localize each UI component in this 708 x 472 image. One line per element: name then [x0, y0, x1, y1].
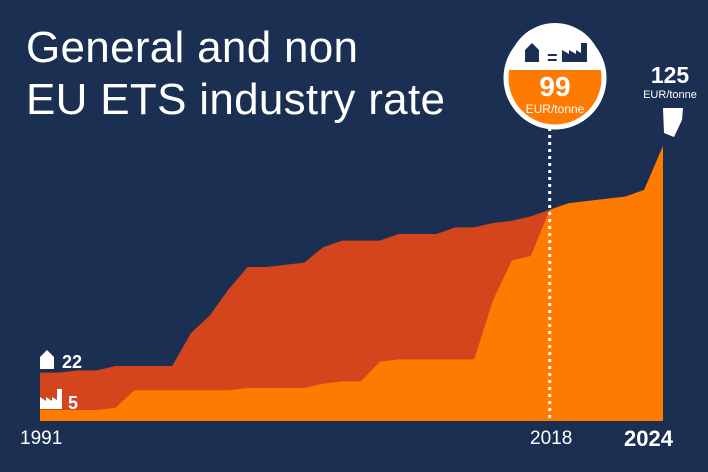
title-line-2: EU ETS industry rate: [26, 75, 446, 124]
end-unit: EUR/tonne: [643, 89, 697, 101]
title-line-1: General and non: [26, 23, 359, 72]
badge-unit: EUR/tonne: [525, 102, 585, 116]
industry-start-label: 5: [68, 393, 79, 413]
factory-icon: [40, 389, 62, 409]
general-start-label: 22: [62, 352, 83, 372]
house-icon: [525, 43, 539, 62]
house-icon: [40, 350, 54, 369]
chart-title: General and non EU ETS industry rate: [26, 22, 445, 126]
x-tick-1991: 1991: [20, 428, 63, 449]
price-tag-icon: [663, 108, 683, 137]
rate-badge: =: [503, 23, 607, 130]
end-value: 125: [650, 62, 690, 88]
x-tick-2018: 2018: [530, 428, 573, 449]
factory-icon: [562, 43, 587, 62]
badge-value: 99: [539, 71, 571, 102]
badge-equals: =: [547, 48, 558, 68]
x-tick-2024: 2024: [624, 426, 673, 451]
industry-rate-area: [40, 146, 663, 421]
